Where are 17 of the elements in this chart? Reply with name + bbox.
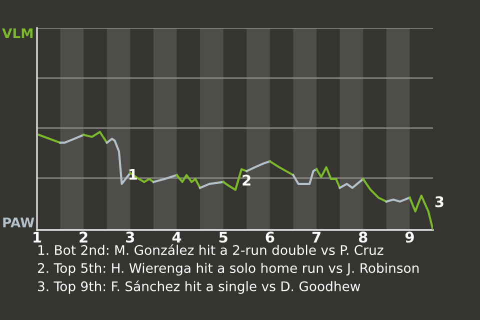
x-tick-label: 5 xyxy=(219,232,228,243)
ref-line-label: VLM xyxy=(2,28,33,38)
x-tick-label: 3 xyxy=(126,232,134,243)
text: 2. Top 5th: H. Wierenga hit a solo home run vs J. Robinson xyxy=(38,262,419,276)
annotation: 1 xyxy=(129,168,137,180)
ref-line-label: PAW xyxy=(3,218,34,228)
annotation: 2 xyxy=(242,174,250,186)
x-tick-label: 2 xyxy=(80,232,88,242)
x-tick-label: 1 xyxy=(34,232,42,242)
x-tick-label: 4 xyxy=(172,232,182,242)
x-tick-label: 9 xyxy=(405,232,414,243)
x-tick-label: 8 xyxy=(358,232,368,243)
text: 1. Bot 2nd: M. González hit a 2-run double vs P. Cruz xyxy=(38,244,384,256)
annotation: 3 xyxy=(435,196,444,208)
text: 3. Top 9th: F. Sánchez hit a single vs D. Goodhew xyxy=(38,280,360,294)
x-tick-label: 7 xyxy=(312,232,320,242)
x-tick-label: 6 xyxy=(266,232,274,243)
